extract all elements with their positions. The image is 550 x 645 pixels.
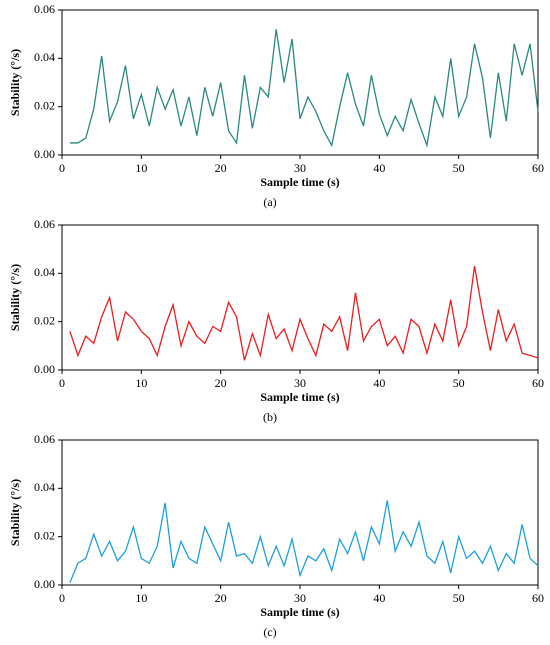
x-tick-label: 20 (215, 591, 227, 605)
x-tick-label: 30 (294, 161, 306, 175)
plot-frame (61, 224, 539, 371)
plot-frame (61, 439, 539, 586)
y-tick-label: 0.02 (34, 313, 55, 327)
y-tick-label: 0.02 (34, 98, 55, 112)
x-tick-label: 10 (135, 161, 147, 175)
caption: (b) (263, 410, 277, 424)
x-tick-label: 0 (59, 376, 65, 390)
x-tick-label: 50 (453, 161, 465, 175)
x-axis-label: Sample time (s) (260, 390, 339, 404)
y-tick-label: 0.06 (34, 432, 55, 446)
x-tick-label: 40 (373, 161, 385, 175)
data-line (69, 265, 539, 361)
y-axis-label: Stability (°/s) (8, 49, 22, 116)
y-tick-label: 0.02 (34, 528, 55, 542)
y-tick-label: 0.04 (34, 265, 55, 279)
x-tick-label: 20 (215, 376, 227, 390)
x-tick-label: 0 (59, 161, 65, 175)
y-tick-label: 0.04 (34, 480, 55, 494)
x-tick-label: 50 (453, 591, 465, 605)
x-tick-label: 30 (294, 591, 306, 605)
y-axis-label: Stability (°/s) (8, 264, 22, 331)
x-axis-label: Sample time (s) (260, 605, 339, 619)
x-tick-label: 10 (135, 591, 147, 605)
y-tick-label: 0.00 (34, 147, 55, 161)
x-tick-label: 40 (373, 376, 385, 390)
x-tick-label: 40 (373, 591, 385, 605)
data-line (69, 500, 539, 583)
y-tick-label: 0.06 (34, 217, 55, 231)
y-tick-label: 0.04 (34, 50, 55, 64)
x-tick-label: 50 (453, 376, 465, 390)
x-axis-label: Sample time (s) (260, 175, 339, 189)
x-tick-label: 10 (135, 376, 147, 390)
plot-frame (61, 9, 539, 156)
y-tick-label: 0.00 (34, 577, 55, 591)
x-tick-label: 20 (215, 161, 227, 175)
x-tick-label: 30 (294, 376, 306, 390)
y-tick-label: 0.00 (34, 362, 55, 376)
x-tick-label: 60 (532, 376, 544, 390)
caption: (a) (263, 195, 276, 209)
caption: (c) (263, 625, 276, 639)
y-axis-label: Stability (°/s) (8, 479, 22, 546)
x-tick-label: 60 (532, 161, 544, 175)
x-tick-label: 60 (532, 591, 544, 605)
data-line (69, 29, 539, 148)
y-tick-label: 0.06 (34, 2, 55, 16)
x-tick-label: 0 (59, 591, 65, 605)
